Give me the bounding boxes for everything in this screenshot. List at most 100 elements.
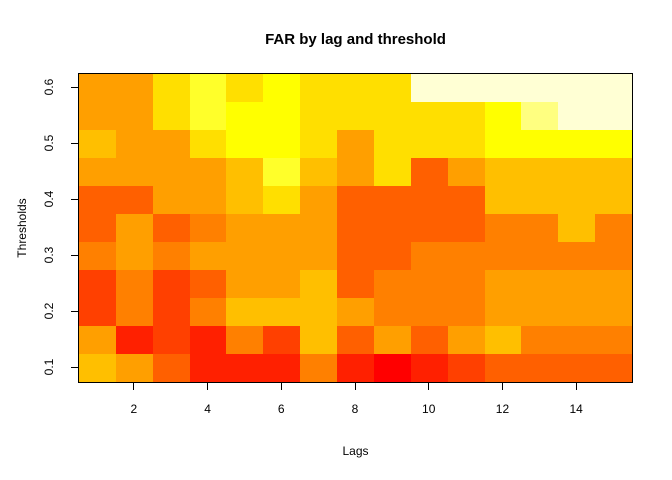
heatmap-cell	[595, 158, 632, 186]
heatmap-cell	[152, 298, 190, 326]
heatmap-cell	[410, 242, 448, 270]
heatmap-cell	[152, 270, 190, 298]
heatmap-cell	[521, 130, 559, 158]
heatmap-cell	[115, 270, 153, 298]
x-tick-label: 12	[495, 402, 510, 416]
y-tick-label: 0.6	[42, 78, 56, 96]
heatmap-cell	[410, 130, 448, 158]
heatmap-cell	[521, 102, 559, 130]
heatmap-cell	[521, 158, 559, 186]
heatmap-cell	[558, 354, 596, 382]
heatmap-cell	[484, 186, 522, 214]
x-tick-mark	[428, 383, 430, 390]
heatmap-cell	[189, 326, 227, 354]
heatmap-cell	[484, 214, 522, 242]
heatmap-cell	[521, 74, 559, 102]
heatmap-cell	[152, 158, 190, 186]
heatmap-grid	[79, 74, 632, 382]
heatmap-cell	[337, 270, 374, 298]
y-tick-label: 0.4	[42, 190, 56, 208]
x-tick-mark	[280, 383, 282, 390]
heatmap-cell	[484, 298, 522, 326]
heatmap-cell	[373, 158, 411, 186]
y-tick-mark	[71, 198, 78, 200]
heatmap-cell	[152, 186, 190, 214]
heatmap-cell	[115, 74, 153, 102]
x-tick-label: 4	[204, 402, 211, 416]
heatmap-cell	[189, 242, 227, 270]
heatmap-cell	[521, 186, 559, 214]
heatmap-cell	[558, 242, 596, 270]
heatmap-cell	[410, 270, 448, 298]
heatmap-cell	[226, 270, 264, 298]
heatmap-cell	[152, 326, 190, 354]
heatmap-cell	[595, 270, 632, 298]
heatmap-cell	[300, 186, 338, 214]
heatmap-plot-area	[78, 73, 633, 383]
heatmap-cell	[300, 214, 338, 242]
heatmap-cell	[373, 242, 411, 270]
heatmap-cell	[373, 214, 411, 242]
heatmap-cell	[263, 74, 301, 102]
heatmap-cell	[79, 214, 116, 242]
heatmap-cell	[300, 130, 338, 158]
heatmap-cell	[410, 158, 448, 186]
x-axis-title: Lags	[342, 444, 369, 458]
x-tick-mark	[354, 383, 356, 390]
y-tick-mark	[71, 310, 78, 312]
heatmap-cell	[558, 214, 596, 242]
heatmap-cell	[447, 214, 485, 242]
heatmap-cell	[115, 102, 153, 130]
x-tick-mark	[501, 383, 503, 390]
heatmap-cell	[226, 298, 264, 326]
y-tick-label: 0.3	[42, 246, 56, 264]
heatmap-cell	[595, 186, 632, 214]
y-tick-mark	[71, 86, 78, 88]
heatmap-cell	[152, 354, 190, 382]
heatmap-cell	[558, 130, 596, 158]
heatmap-cell	[558, 298, 596, 326]
heatmap-cell	[410, 74, 448, 102]
heatmap-cell	[152, 74, 190, 102]
x-tick-mark	[207, 383, 209, 390]
heatmap-cell	[337, 158, 374, 186]
heatmap-cell	[152, 130, 190, 158]
chart-title: FAR by lag and threshold	[265, 31, 446, 48]
heatmap-cell	[79, 186, 116, 214]
heatmap-cell	[115, 326, 153, 354]
heatmap-cell	[226, 158, 264, 186]
heatmap-cell	[226, 354, 264, 382]
x-tick-label: 8	[351, 402, 359, 416]
heatmap-cell	[373, 270, 411, 298]
heatmap-cell	[115, 130, 153, 158]
heatmap-cell	[373, 354, 411, 382]
heatmap-cell	[373, 102, 411, 130]
heatmap-cell	[558, 186, 596, 214]
heatmap-cell	[189, 74, 227, 102]
heatmap-cell	[595, 242, 632, 270]
heatmap-cell	[447, 130, 485, 158]
y-tick-mark	[71, 366, 78, 368]
heatmap-cell	[79, 102, 116, 130]
heatmap-cell	[226, 326, 264, 354]
heatmap-cell	[79, 74, 116, 102]
heatmap-cell	[373, 74, 411, 102]
heatmap-cell	[300, 354, 338, 382]
heatmap-cell	[263, 270, 301, 298]
heatmap-cell	[337, 130, 374, 158]
heatmap-cell	[337, 214, 374, 242]
heatmap-cell	[263, 102, 301, 130]
heatmap-cell	[300, 326, 338, 354]
heatmap-cell	[484, 242, 522, 270]
heatmap-cell	[115, 242, 153, 270]
heatmap-cell	[337, 354, 374, 382]
heatmap-cell	[558, 102, 596, 130]
heatmap-cell	[226, 74, 264, 102]
heatmap-cell	[263, 158, 301, 186]
heatmap-cell	[79, 298, 116, 326]
heatmap-cell	[263, 130, 301, 158]
heatmap-cell	[226, 186, 264, 214]
x-tick-label: 6	[277, 402, 285, 416]
heatmap-cell	[79, 242, 116, 270]
